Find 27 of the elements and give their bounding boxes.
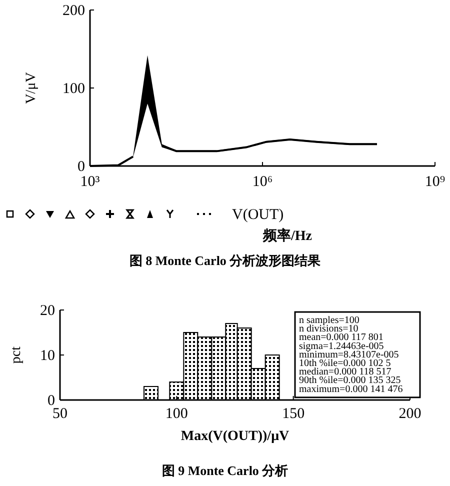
y-tick-label: 0 [48, 393, 55, 409]
x-tick-label: 100 [165, 406, 188, 422]
annotation: 90th %ile=0.000 135 325 [299, 375, 401, 386]
x-axis-title: Max(V(OUT))/μV [180, 429, 290, 444]
y-tick-label: 200 [62, 3, 85, 19]
annotation: mean=0.000 117 801 [299, 332, 384, 344]
x-axis-title: 频率/Hz [262, 227, 312, 244]
annotation: minimum=8.43107e-005 [299, 349, 399, 360]
y-tick-label: 10 [40, 348, 55, 364]
annotation: maximum=0.000 141 476 [299, 384, 403, 395]
x-tick-label: 150 [282, 406, 305, 422]
y-axis-title: V/μV [24, 72, 39, 104]
x-tick-label: 200 [398, 406, 422, 422]
annotation: 10th %ile=0.000 102 5 [299, 358, 391, 369]
y-tick-label: 0 [78, 159, 85, 175]
y-tick-label: 100 [62, 81, 85, 97]
annotation: n samples=100 [299, 315, 360, 326]
x-tick-label: 50 [52, 406, 68, 422]
text: 图 8 Monte Carlo 分析波形图结果 [129, 253, 322, 268]
text: 图 9 Monte Carlo 分析 [162, 463, 288, 478]
y-tick-label: 20 [40, 303, 55, 319]
y-axis-title: pct [9, 346, 24, 364]
x-tick-label: 10⁶ [252, 174, 273, 190]
annotation: sigma=1.24463e-005 [299, 340, 384, 352]
x-tick-label: 10³ [80, 174, 100, 190]
x-tick-label: 10⁹ [424, 174, 446, 190]
legend-label: V(OUT) [232, 207, 284, 223]
